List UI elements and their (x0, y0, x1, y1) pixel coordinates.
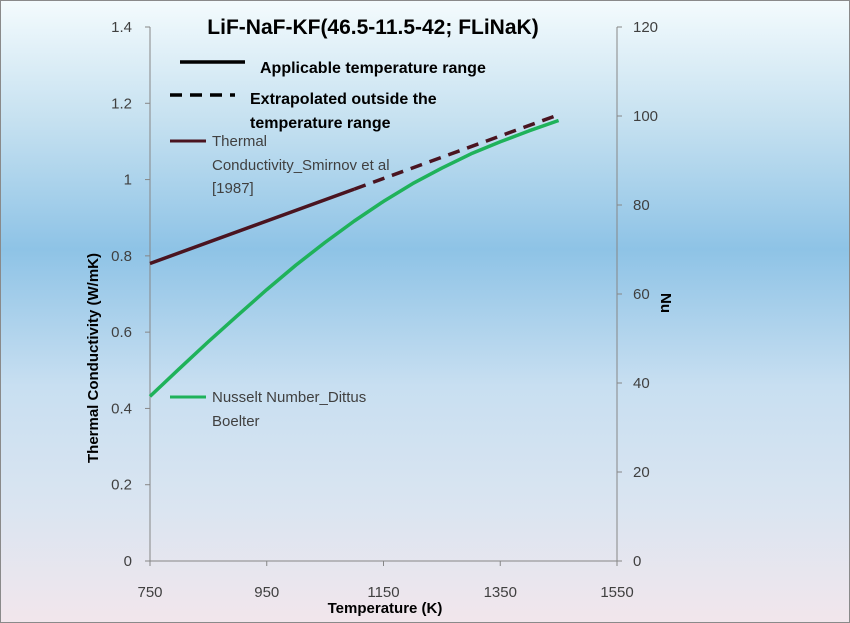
legend-label-nusselt-number-line2: Boelter (212, 413, 260, 430)
legend-label-thermal-conductivity-line3: [1987] (212, 180, 254, 197)
x-axis-title: Temperature (K) (328, 600, 443, 617)
series-nusselt-number-line (148, 118, 560, 398)
y-axis-title: Thermal Conductivity (W/mK) (85, 253, 102, 463)
style-legend: Applicable temperature range Extrapolate… (170, 60, 486, 132)
y2-tick-label: 60 (633, 286, 650, 303)
series-thermal-conductivity-dashed (353, 113, 560, 191)
y-tick-label: 1.2 (111, 95, 132, 112)
axes: 0 0.2 0.4 0.6 0.8 1 1.2 1.4 0 20 40 60 80 100 120 750 95… (111, 19, 658, 601)
y2-tick-label: 40 (633, 375, 650, 392)
series-thermal-conductivity-solid (149, 187, 355, 266)
style-legend-solid-label: Applicable temperature range (260, 60, 486, 77)
y2-tick-label: 80 (633, 197, 650, 214)
style-legend-dashed-label-line1: Extrapolated outside the (250, 91, 437, 108)
legend-label-thermal-conductivity-line1: Thermal (212, 133, 267, 150)
x-tick-label: 1150 (367, 584, 399, 601)
plot-marks (148, 113, 560, 398)
y2-tick-label: 120 (633, 19, 658, 36)
y2-tick-label: 0 (633, 553, 641, 570)
x-tick-label: 1550 (600, 584, 633, 601)
y-tick-label: 0.6 (111, 324, 132, 341)
y2-tick-label: 20 (633, 464, 650, 481)
x-tick-label: 1350 (484, 584, 517, 601)
y2-axis-title: Nu (657, 293, 674, 313)
chart-title: LiF-NaF-KF(46.5-11.5-42; FLiNaK) (207, 16, 538, 39)
y-tick-label: 0 (124, 553, 132, 570)
x-tick-label: 950 (254, 584, 279, 601)
style-legend-dashed-label-line2: temperature range (250, 115, 391, 132)
y-tick-label: 0.2 (111, 477, 132, 494)
legend-label-thermal-conductivity-line2: Conductivity_Smirnov et al (212, 157, 390, 174)
y-tick-label: 1 (124, 172, 132, 189)
legend-label-nusselt-number-line1: Nusselt Number_Dittus (212, 389, 366, 406)
y-tick-label: 1.4 (111, 19, 132, 36)
y2-tick-label: 100 (633, 108, 658, 125)
y-tick-label: 0.4 (111, 400, 132, 417)
series-legend: Thermal Conductivity_Smirnov et al [1987… (170, 133, 390, 430)
y-tick-label: 0.8 (111, 248, 132, 265)
x-tick-label: 750 (137, 584, 162, 601)
